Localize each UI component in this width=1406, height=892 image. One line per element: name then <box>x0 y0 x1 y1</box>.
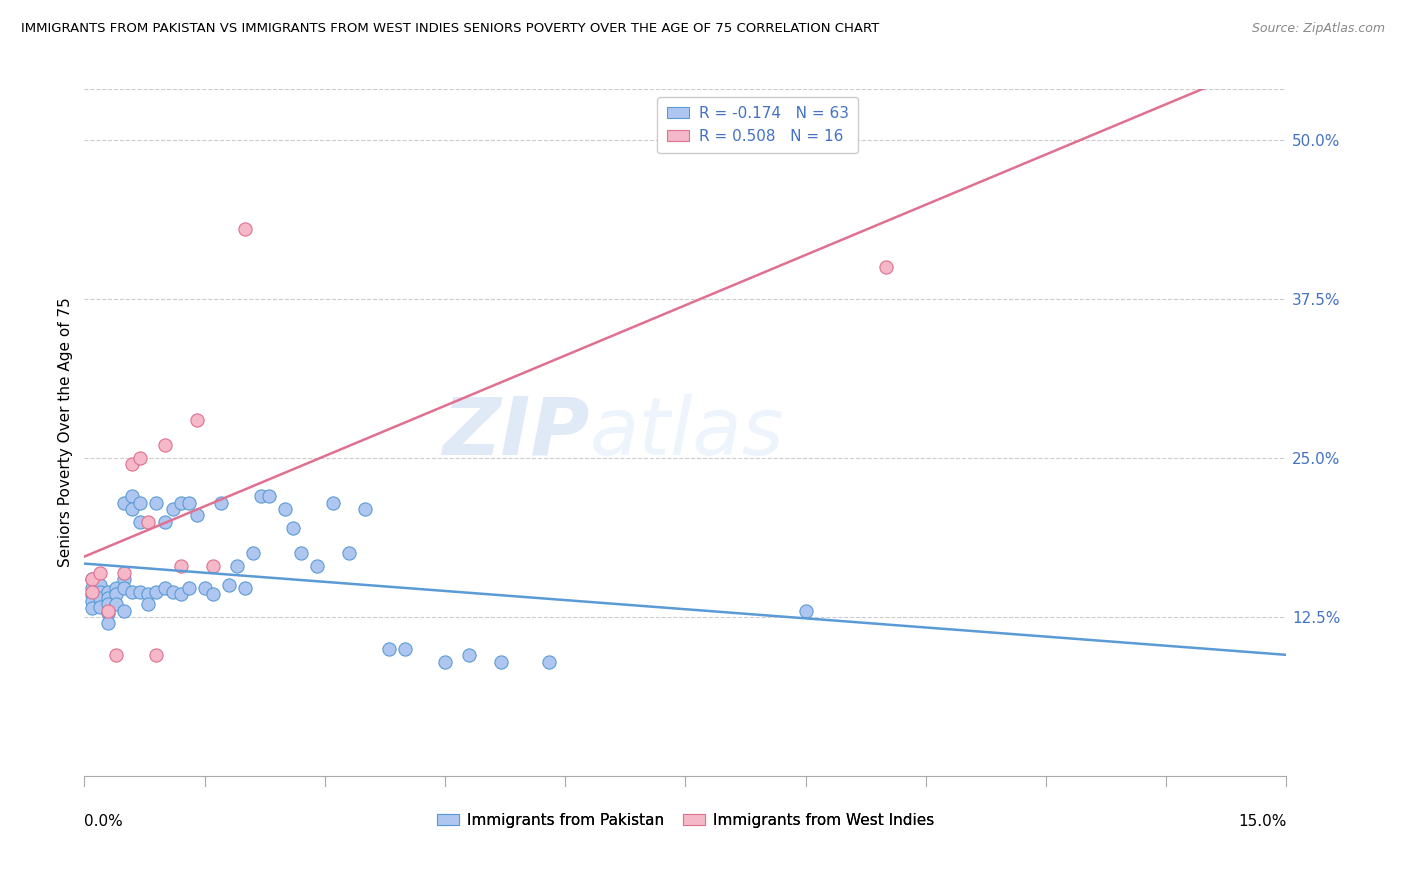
Point <box>89 591 111 605</box>
Text: ZIP: ZIP <box>441 393 589 472</box>
Point <box>89 599 111 614</box>
Point <box>138 515 160 529</box>
Point <box>153 438 176 452</box>
Y-axis label: Seniors Poverty Over the Age of 75: Seniors Poverty Over the Age of 75 <box>58 298 73 567</box>
Point <box>145 584 167 599</box>
Point <box>145 495 167 509</box>
Point <box>169 587 191 601</box>
Legend: Immigrants from Pakistan, Immigrants from West Indies: Immigrants from Pakistan, Immigrants fro… <box>430 806 941 834</box>
Point <box>129 584 152 599</box>
Point <box>121 458 143 472</box>
Point <box>322 495 344 509</box>
Point <box>201 559 224 574</box>
Point <box>82 584 104 599</box>
Point <box>105 598 128 612</box>
Point <box>145 648 167 663</box>
Point <box>434 655 457 669</box>
Point <box>233 581 256 595</box>
Point <box>305 559 328 574</box>
Point <box>458 648 481 663</box>
Point <box>114 572 135 586</box>
Point <box>153 515 176 529</box>
Point <box>209 495 232 509</box>
Point <box>97 606 120 620</box>
Point <box>138 587 160 601</box>
Point <box>249 489 271 503</box>
Point <box>97 604 120 618</box>
Point <box>257 489 280 503</box>
Point <box>394 641 416 656</box>
Text: IMMIGRANTS FROM PAKISTAN VS IMMIGRANTS FROM WEST INDIES SENIORS POVERTY OVER THE: IMMIGRANTS FROM PAKISTAN VS IMMIGRANTS F… <box>21 22 879 36</box>
Point <box>82 589 104 603</box>
Point <box>129 495 152 509</box>
Point <box>489 655 512 669</box>
Point <box>97 591 120 605</box>
Point <box>378 641 401 656</box>
Point <box>114 581 135 595</box>
Point <box>89 578 111 592</box>
Point <box>114 604 135 618</box>
Point <box>274 502 297 516</box>
Point <box>169 559 191 574</box>
Point <box>233 222 256 236</box>
Point <box>82 593 104 607</box>
Text: atlas: atlas <box>589 393 785 472</box>
Point <box>218 578 240 592</box>
Point <box>225 559 247 574</box>
Point <box>153 581 176 595</box>
Point <box>186 508 208 523</box>
Point <box>121 584 143 599</box>
Point <box>875 260 897 275</box>
Point <box>82 601 104 615</box>
Point <box>201 587 224 601</box>
Point <box>105 587 128 601</box>
Point <box>162 502 184 516</box>
Point <box>121 502 143 516</box>
Point <box>129 451 152 466</box>
Point <box>794 604 817 618</box>
Point <box>89 584 111 599</box>
Point <box>281 521 304 535</box>
Point <box>129 515 152 529</box>
Point <box>538 655 561 669</box>
Point <box>97 584 120 599</box>
Point <box>105 648 128 663</box>
Point <box>242 546 264 560</box>
Point <box>89 566 111 580</box>
Text: 0.0%: 0.0% <box>84 814 124 829</box>
Text: 15.0%: 15.0% <box>1239 814 1286 829</box>
Point <box>186 413 208 427</box>
Point <box>162 584 184 599</box>
Point <box>97 616 120 631</box>
Point <box>290 546 312 560</box>
Point <box>114 566 135 580</box>
Text: Source: ZipAtlas.com: Source: ZipAtlas.com <box>1251 22 1385 36</box>
Point <box>177 581 200 595</box>
Point <box>177 495 200 509</box>
Point <box>82 572 104 586</box>
Point <box>121 489 143 503</box>
Point <box>337 546 360 560</box>
Point <box>354 502 377 516</box>
Point <box>138 598 160 612</box>
Point <box>82 581 104 595</box>
Point <box>169 495 191 509</box>
Point <box>82 572 104 586</box>
Point <box>97 598 120 612</box>
Point <box>194 581 217 595</box>
Point <box>114 495 135 509</box>
Point <box>105 581 128 595</box>
